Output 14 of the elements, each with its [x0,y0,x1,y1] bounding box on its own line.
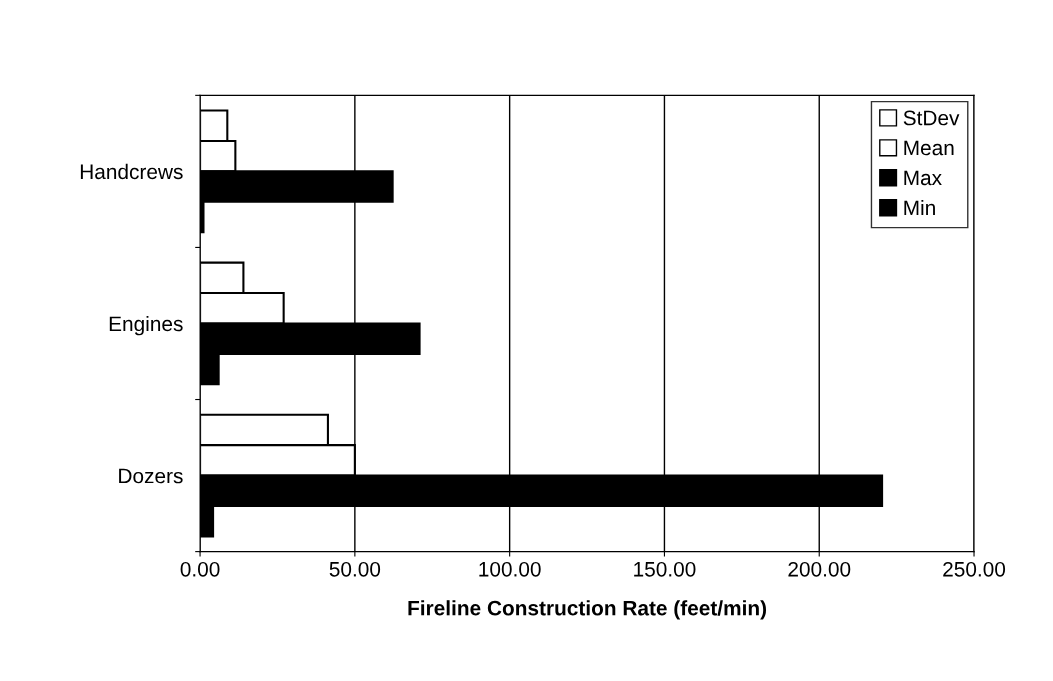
x-tick-label: 0.00 [180,561,220,577]
x-tick-label: 150.00 [634,561,696,577]
x-tick-label: 50.00 [329,561,381,577]
x-axis-title: Fireline Construction Rate (feet/min) [408,600,767,620]
x-tick-label: 200.00 [788,561,851,577]
y-tick-label: Dozers [119,468,183,484]
legend-label: StDev [903,110,960,126]
legend-label: Min [904,199,935,215]
x-tick-label: 250.00 [943,561,1006,577]
y-tick-label: Handcrews [80,163,183,180]
legend-label: Max [904,170,942,186]
legend-label: Mean [904,140,954,156]
y-tick-label: Engines [109,315,183,336]
x-tick-label: 100.00 [479,561,541,577]
